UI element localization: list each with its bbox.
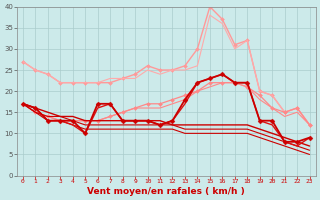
X-axis label: Vent moyen/en rafales ( km/h ): Vent moyen/en rafales ( km/h ) <box>87 187 245 196</box>
